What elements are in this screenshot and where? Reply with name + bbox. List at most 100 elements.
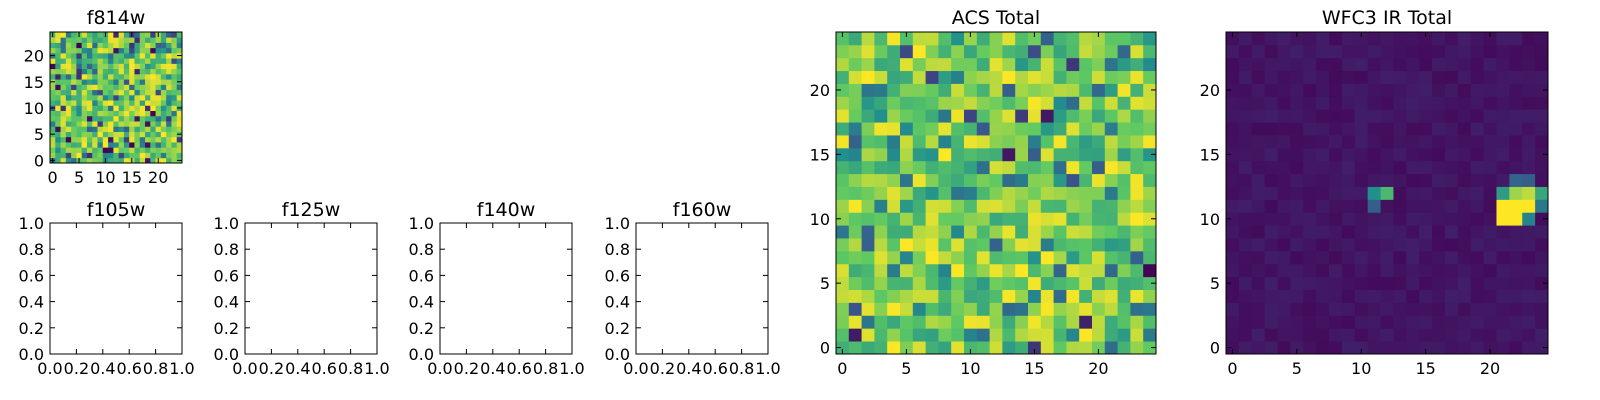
heatmap-cells-f814w [50,32,183,164]
heatmap-cell [60,157,67,164]
heatmap-cell [145,136,151,143]
heatmap-cell [1522,225,1536,239]
heatmap-cell [171,42,178,49]
heatmap-cell [1380,83,1394,97]
heatmap-cell [1079,199,1093,213]
heatmap-cell [1264,44,1278,59]
heatmap-cell [1535,109,1549,123]
heatmap-cell [139,47,146,54]
heatmap-cell [1367,96,1381,110]
heatmap-cell [81,32,88,38]
heatmap-cell [1303,160,1317,175]
heatmap-cell [938,276,952,290]
heatmap-cell [1341,160,1356,175]
heatmap-cell [1509,212,1523,226]
heatmap-cell [139,63,146,70]
heatmap-cell [1444,32,1459,46]
heatmap-cell [1238,96,1253,110]
heatmap-cell [1238,302,1253,316]
heatmap-cell [1509,263,1523,278]
heatmap-cell [1393,276,1407,290]
heatmap-cell [1130,147,1144,162]
heatmap-cell [1367,122,1381,136]
heatmap-cell [160,142,167,148]
heatmap-cell [97,73,104,80]
heatmap-cell [102,73,109,80]
heatmap-cell [145,126,151,132]
heatmap-cell [97,79,104,85]
heatmap-cell [1496,44,1510,59]
heatmap-cell [1354,341,1369,355]
heatmap-cell [97,58,104,64]
heatmap-cell [1419,160,1433,175]
heatmap-cell [1406,199,1420,213]
heatmap-cell [1015,276,1029,290]
heatmap-cell [848,122,862,136]
heatmap-cell [1393,250,1407,265]
heatmap-cell [145,42,151,49]
heatmap-cell [65,63,72,70]
heatmap-cell [1316,225,1330,239]
heatmap-cell [900,96,914,110]
heatmap-cell [1354,315,1369,329]
heatmap-cell [989,186,1003,200]
heatmap-cell [1028,44,1042,59]
heatmap-cell [1329,160,1343,175]
heatmap-cell [1509,160,1523,175]
heatmap-cell [145,79,151,85]
heatmap-cell [1053,32,1067,46]
heatmap-cell [1496,341,1510,355]
panel-f105w: f105w 0.0 0.2 0.4 0.6 0.8 1.00.00.20.40.60.81… [19,199,195,378]
axes-frame-f125w [244,222,378,355]
heatmap-cell [1303,135,1317,149]
heatmap-cell [176,42,183,49]
heatmap-cell [1040,225,1054,239]
heatmap-cell [912,147,926,162]
heatmap-cell [155,152,162,159]
heatmap-cell [1522,341,1536,355]
heatmap-cell [118,42,125,49]
heatmap-cell [1483,44,1497,59]
heatmap-cell [887,315,901,329]
heatmap-cell [925,135,939,149]
heatmap-cell [139,52,146,59]
heatmap-cell [1130,96,1144,110]
heatmap-cell [912,199,926,213]
heatmap-cell [848,173,862,187]
heatmap-cell [166,110,172,117]
heatmap-cell [139,68,146,75]
heatmap-cell [129,105,135,111]
y-tick-label: 0.6 [19,266,44,285]
heatmap-cell [848,135,862,149]
axes-frame-f814w [49,31,183,164]
heatmap-cell [925,199,939,213]
heatmap-cell [55,131,61,138]
heatmap-cell [1130,160,1144,175]
heatmap-cell [1444,225,1459,239]
y-tick-label: 0.8 [605,240,630,259]
heatmap-cell [1380,109,1394,123]
heatmap-cell [108,68,114,75]
heatmap-cell [1028,32,1042,46]
heatmap-cell [1509,328,1523,342]
ticks-f125w: 0.0 0.2 0.4 0.6 0.8 1.00.00.20.40.60.81.0 [214,214,390,378]
heatmap-cell [1329,186,1343,200]
heatmap-cell [55,42,61,49]
heatmap-cell [1444,341,1459,355]
heatmap-cell [1367,83,1381,97]
heatmap-cell [976,135,990,149]
heatmap-cell [1522,173,1536,187]
heatmap-cell [900,147,914,162]
heatmap-cell [925,173,939,187]
heatmap-cell [155,37,162,43]
heatmap-cell [861,341,875,355]
heatmap-cell [1509,341,1523,355]
heatmap-cell [1117,238,1131,252]
heatmap-cell [97,52,104,59]
heatmap-cell [1457,302,1472,316]
heatmap-cell [1238,135,1253,149]
heatmap-cell [1341,302,1356,316]
panel-title-wfc3-ir-total: WFC3 IR Total [1322,7,1452,29]
heatmap-cell [123,68,130,75]
heatmap-cell [145,84,151,91]
